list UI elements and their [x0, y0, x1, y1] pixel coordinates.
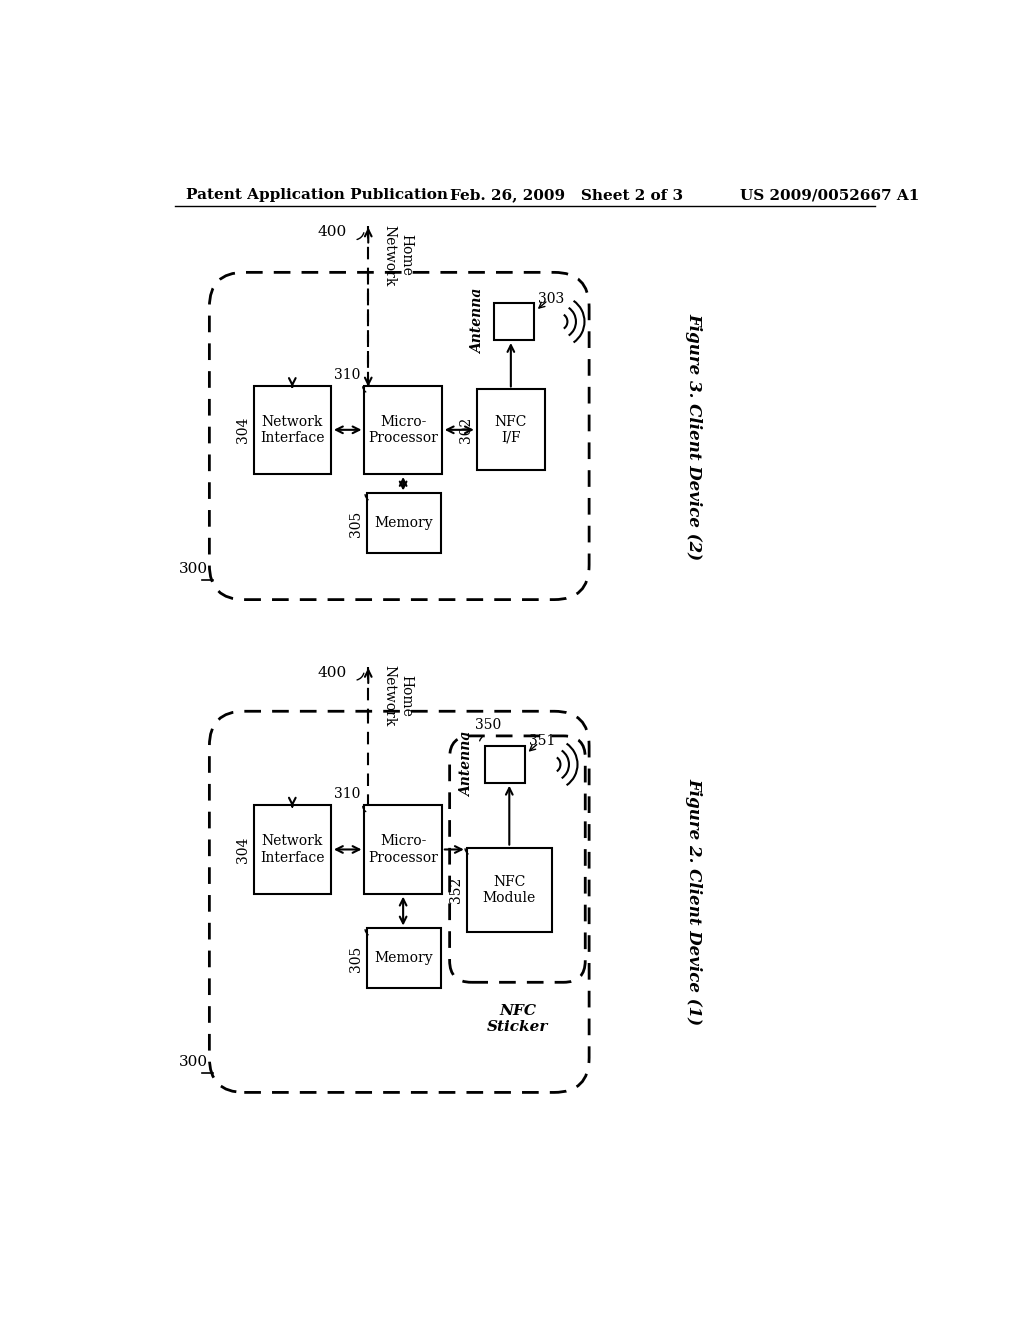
Text: 300: 300 [179, 1055, 209, 1069]
Text: Micro-
Processor: Micro- Processor [369, 414, 438, 445]
Text: 303: 303 [538, 292, 564, 305]
Text: US 2009/0052667 A1: US 2009/0052667 A1 [740, 189, 920, 202]
Bar [494, 304, 535, 341]
Text: Feb. 26, 2009   Sheet 2 of 3: Feb. 26, 2009 Sheet 2 of 3 [450, 189, 683, 202]
Text: Home
Network: Home Network [383, 665, 413, 726]
Text: Network
Interface: Network Interface [260, 834, 325, 865]
Text: Home
Network: Home Network [383, 224, 413, 286]
Text: Figure 3. Client Device (2): Figure 3. Client Device (2) [685, 313, 702, 560]
Text: Network
Interface: Network Interface [260, 414, 325, 445]
Text: 304: 304 [236, 417, 250, 444]
Text: NFC
I/F: NFC I/F [495, 414, 527, 445]
Text: 302: 302 [459, 417, 473, 444]
Bar [254, 805, 331, 894]
Bar [477, 389, 545, 470]
Text: 352: 352 [449, 876, 463, 903]
Text: 310: 310 [334, 788, 360, 801]
Text: Micro-
Processor: Micro- Processor [369, 834, 438, 865]
Text: 350: 350 [475, 718, 502, 733]
Text: 304: 304 [236, 837, 250, 863]
Bar [254, 385, 331, 474]
Text: Figure 2. Client Device (1): Figure 2. Client Device (1) [685, 779, 702, 1026]
Text: 305: 305 [349, 945, 362, 972]
Bar [365, 805, 442, 894]
Text: NFC
Module: NFC Module [482, 875, 536, 906]
Bar [484, 746, 524, 783]
Text: 400: 400 [317, 226, 346, 239]
Text: 310: 310 [334, 368, 360, 381]
Text: 351: 351 [528, 734, 555, 748]
Text: Antenna: Antenna [471, 289, 485, 354]
Bar [367, 928, 441, 989]
Text: Patent Application Publication: Patent Application Publication [186, 189, 449, 202]
Text: Memory: Memory [375, 516, 433, 531]
Text: NFC
Sticker: NFC Sticker [486, 1003, 548, 1034]
Bar [367, 494, 441, 553]
Text: Antenna: Antenna [461, 731, 474, 797]
Text: 300: 300 [179, 562, 209, 576]
Text: 400: 400 [317, 665, 346, 680]
Bar [365, 385, 442, 474]
Text: 305: 305 [349, 511, 362, 536]
Bar [467, 847, 552, 932]
Text: Memory: Memory [375, 952, 433, 965]
